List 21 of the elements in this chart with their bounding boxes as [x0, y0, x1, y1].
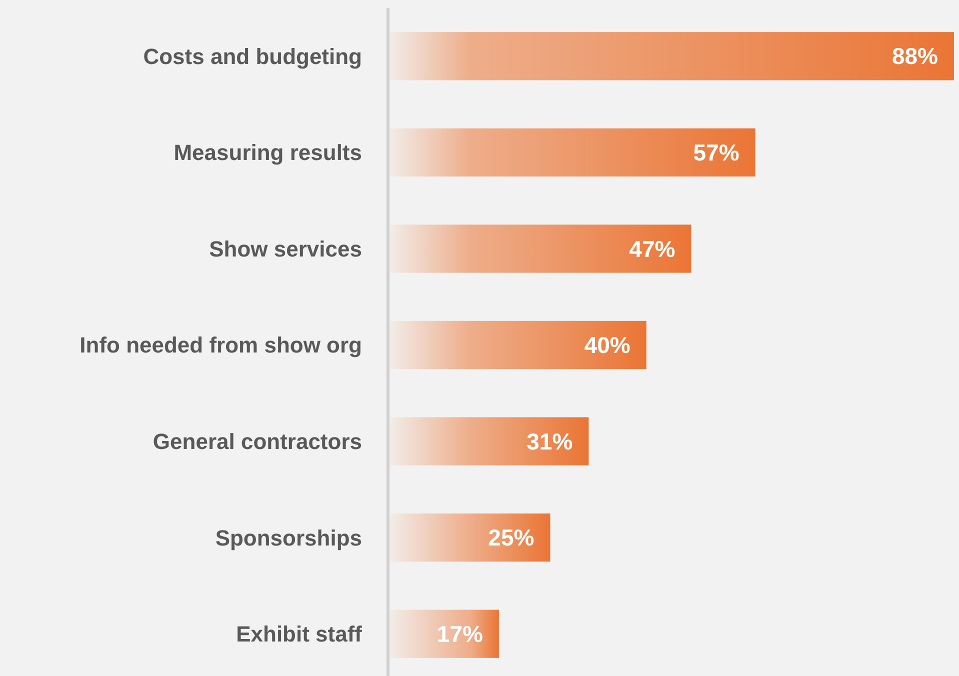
data-label: 47% — [629, 236, 676, 262]
data-label: 57% — [693, 139, 740, 166]
data-label: 40% — [584, 332, 630, 358]
bar — [390, 417, 589, 466]
y-tick-label: Exhibit staff — [236, 622, 363, 647]
bar — [390, 32, 954, 80]
data-label: 31% — [526, 428, 573, 454]
bar — [390, 128, 756, 176]
y-tick-label: Measuring results — [174, 140, 362, 166]
data-label: 25% — [488, 524, 534, 551]
y-tick-label: Sponsorships — [215, 525, 362, 550]
y-tick-label: Costs and budgeting — [143, 44, 362, 69]
bar — [390, 224, 692, 273]
data-label: 17% — [436, 620, 483, 647]
y-tick-label: General contractors — [152, 428, 362, 454]
bar — [390, 320, 646, 370]
data-label: 88% — [892, 43, 938, 70]
y-tick-label: Show services — [209, 236, 362, 262]
bar — [390, 514, 550, 562]
bar — [390, 610, 499, 658]
y-tick-label: Info needed from show org — [80, 332, 362, 358]
